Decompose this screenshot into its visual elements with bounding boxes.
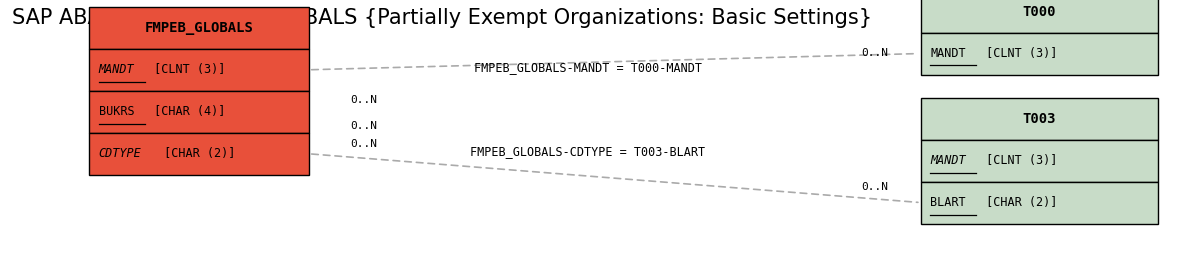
Text: 0..N: 0..N (350, 95, 378, 105)
Text: [CHAR (2)]: [CHAR (2)] (979, 196, 1057, 209)
Text: BLART: BLART (930, 196, 966, 209)
Text: [CLNT (3)]: [CLNT (3)] (979, 154, 1057, 167)
Text: CDTYPE: CDTYPE (99, 147, 141, 160)
Bar (89, 7, 309, 49)
Text: 0..N: 0..N (861, 182, 889, 192)
Bar (921, 182, 1158, 224)
Bar (89, 133, 309, 175)
Text: 0..N: 0..N (861, 48, 889, 58)
Bar (89, 91, 309, 133)
Bar (89, 49, 309, 91)
Text: MANDT: MANDT (930, 47, 966, 60)
Text: 0..N: 0..N (350, 121, 378, 131)
Bar (921, 140, 1158, 182)
Text: FMPEB_GLOBALS: FMPEB_GLOBALS (145, 21, 253, 35)
Text: [CLNT (3)]: [CLNT (3)] (979, 47, 1057, 60)
Text: [CLNT (3)]: [CLNT (3)] (147, 63, 226, 76)
Text: SAP ABAP table FMPEB_GLOBALS {Partially Exempt Organizations: Basic Settings}: SAP ABAP table FMPEB_GLOBALS {Partially … (12, 8, 872, 29)
Text: T003: T003 (1023, 112, 1056, 125)
Text: [CHAR (4)]: [CHAR (4)] (147, 105, 226, 118)
Bar (921, 33, 1158, 75)
Text: FMPEB_GLOBALS-MANDT = T000-MANDT: FMPEB_GLOBALS-MANDT = T000-MANDT (474, 61, 702, 74)
Text: MANDT: MANDT (930, 154, 966, 167)
Text: MANDT: MANDT (99, 63, 134, 76)
Text: 0..N: 0..N (350, 139, 378, 149)
Text: FMPEB_GLOBALS-CDTYPE = T003-BLART: FMPEB_GLOBALS-CDTYPE = T003-BLART (470, 145, 706, 158)
Bar (921, 0, 1158, 33)
Bar (921, 98, 1158, 140)
Text: [CHAR (2)]: [CHAR (2)] (157, 147, 235, 160)
Text: BUKRS: BUKRS (99, 105, 134, 118)
Text: T000: T000 (1023, 5, 1056, 18)
